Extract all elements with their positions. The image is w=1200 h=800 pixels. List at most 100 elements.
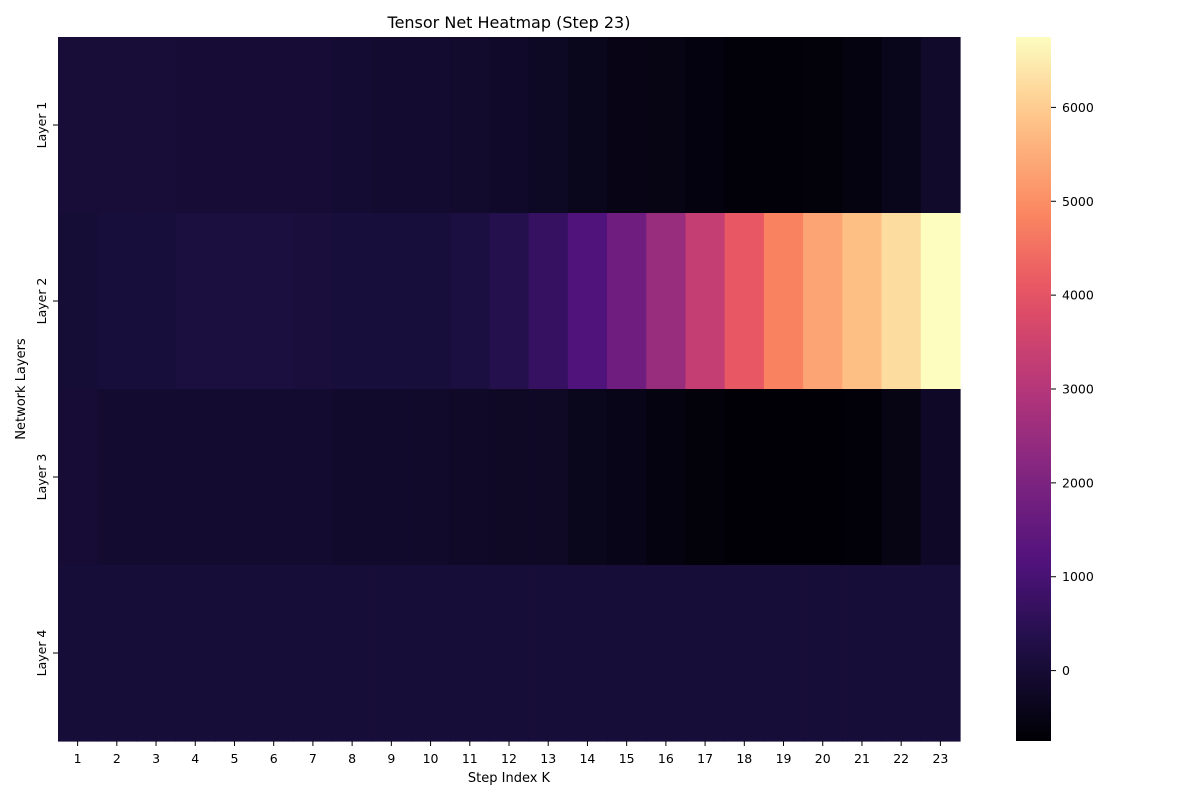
colorbar-tick-label: 0: [1062, 663, 1070, 678]
x-tick-label: 7: [309, 751, 317, 766]
heatmap-cell: [58, 565, 98, 742]
heatmap-cell: [136, 565, 177, 742]
heatmap-cell: [97, 213, 138, 390]
x-axis-ticks: 1 2 3 4 5 6 7 8 9 10 11 12 13 14 15 16 17 18 19 20 21 22 23: [74, 741, 948, 766]
heatmap-cell: [724, 389, 765, 566]
heatmap-cell: [489, 37, 530, 214]
heatmap-cell: [175, 565, 216, 742]
heatmap-cell: [842, 213, 883, 390]
heatmap-cell: [254, 37, 294, 214]
heatmap-cell: [136, 37, 177, 214]
x-tick-label: 22: [893, 751, 909, 766]
x-tick-label: 20: [815, 751, 831, 766]
heatmap-cell: [175, 389, 216, 566]
heatmap-cell: [528, 389, 569, 566]
heatmap-cell: [489, 389, 530, 566]
y-tick-label: Layer 3: [34, 454, 49, 501]
heatmap-cell: [763, 37, 804, 214]
heatmap-cell: [58, 37, 98, 214]
y-tick-label: Layer 1: [34, 102, 49, 149]
x-tick-label: 11: [462, 751, 478, 766]
heatmap-cell: [685, 389, 726, 566]
heatmap-cell: [842, 37, 883, 214]
heatmap-cell: [450, 213, 490, 390]
heatmap-cell: [293, 389, 334, 566]
heatmap-cell: [528, 565, 569, 742]
x-tick-label: 4: [191, 751, 199, 766]
heatmap-cell: [58, 213, 98, 390]
heatmap-cell: [920, 389, 961, 566]
x-tick-label: 3: [152, 751, 160, 766]
heatmap-cell: [214, 37, 255, 214]
heatmap-cell: [489, 565, 530, 742]
heatmap-cell: [97, 565, 138, 742]
heatmap-cell: [136, 389, 177, 566]
x-tick-label: 13: [540, 751, 556, 766]
heatmap-cell: [881, 389, 922, 566]
x-tick-label: 19: [776, 751, 792, 766]
heatmap-cell: [567, 213, 608, 390]
heatmap-cell: [803, 389, 843, 566]
heatmap-cell: [371, 37, 412, 214]
heatmap-cell: [803, 37, 843, 214]
heatmap-cell: [881, 213, 922, 390]
heatmap-cell: [293, 37, 334, 214]
x-tick-label: 9: [387, 751, 395, 766]
x-tick-label: 15: [619, 751, 635, 766]
heatmap-cell: [607, 213, 647, 390]
colorbar-tick-label: 3000: [1062, 382, 1094, 397]
colorbar-tick-label: 6000: [1062, 100, 1094, 115]
heatmap-cell: [293, 565, 334, 742]
heatmap-cell: [646, 389, 687, 566]
heatmap-cell: [450, 565, 490, 742]
heatmap-cell: [254, 213, 294, 390]
heatmap-cell: [214, 213, 255, 390]
heatmap-cell: [646, 213, 687, 390]
heatmap-cell: [646, 37, 687, 214]
y-axis-label: Network Layers: [14, 338, 29, 440]
heatmap-cell: [803, 565, 843, 742]
colorbar-tick-label: 5000: [1062, 194, 1094, 209]
heatmap-cell: [567, 565, 608, 742]
heatmap-cell: [920, 213, 961, 390]
heatmap-cell: [371, 565, 412, 742]
heatmap-cells: [58, 37, 961, 742]
colorbar-tick-label: 2000: [1062, 475, 1094, 490]
heatmap-cell: [607, 389, 647, 566]
heatmap-cell: [724, 565, 765, 742]
x-tick-label: 16: [658, 751, 674, 766]
heatmap-cell: [881, 37, 922, 214]
heatmap-cell: [136, 213, 177, 390]
y-axis-ticks: Layer 1 Layer 2 Layer 3 Layer 4: [34, 102, 58, 677]
heatmap-cell: [920, 37, 961, 214]
x-tick-label: 1: [74, 751, 82, 766]
colorbar-tick-label: 1000: [1062, 569, 1094, 584]
x-tick-label: 2: [113, 751, 121, 766]
heatmap-cell: [410, 37, 451, 214]
heatmap-cell: [58, 389, 98, 566]
heatmap-cell: [567, 37, 608, 214]
x-tick-label: 21: [854, 751, 870, 766]
heatmap-cell: [254, 389, 294, 566]
heatmap-cell: [332, 565, 373, 742]
heatmap-cell: [175, 37, 216, 214]
heatmap-cell: [450, 37, 490, 214]
heatmap-cell: [685, 37, 726, 214]
heatmap-cell: [410, 389, 451, 566]
y-tick-label: Layer 4: [34, 630, 49, 677]
heatmap-cell: [920, 565, 961, 742]
x-tick-label: 5: [231, 751, 239, 766]
colorbar-ticks: 0 1000 2000 3000 4000 5000 6000: [1051, 100, 1094, 678]
x-tick-label: 12: [501, 751, 517, 766]
heatmap-cell: [214, 565, 255, 742]
heatmap-cell: [97, 37, 138, 214]
heatmap-cell: [97, 389, 138, 566]
heatmap-cell: [332, 213, 373, 390]
heatmap-cell: [685, 565, 726, 742]
x-tick-label: 14: [579, 751, 595, 766]
heatmap-cell: [175, 213, 216, 390]
heatmap-cell: [646, 565, 687, 742]
heatmap-cell: [763, 389, 804, 566]
x-axis-label: Step Index K: [468, 771, 551, 786]
x-tick-label: 8: [348, 751, 356, 766]
